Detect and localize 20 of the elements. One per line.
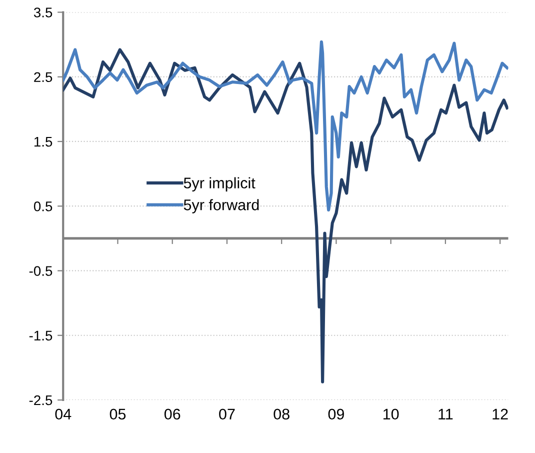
y-tick-label: 0.5 [34, 201, 52, 212]
x-tick-label: 07 [219, 408, 235, 420]
x-tick-label: 10 [383, 408, 399, 420]
y-tick-label: -0.5 [29, 266, 52, 276]
x-tick-label: 08 [274, 408, 290, 420]
x-tick-label: 06 [164, 408, 180, 420]
line-series [63, 48, 508, 384]
y-tick-label: 2.5 [34, 72, 52, 82]
line-series [63, 40, 508, 212]
x-tick-label: 04 [55, 408, 72, 420]
y-tick-label: 1.5 [34, 136, 52, 147]
legend-label: 5yr implicit [184, 177, 256, 192]
y-tick-label: -2.5 [29, 395, 52, 406]
x-tick-label: 11 [438, 408, 453, 420]
y-tick-label: -1.5 [29, 330, 52, 341]
y-tick-label: 3.5 [34, 8, 52, 18]
x-tick-label: 12 [492, 408, 508, 420]
x-tick-label: 09 [328, 408, 344, 420]
x-tick-label: 05 [110, 408, 126, 420]
legend-label: 5yr forward [184, 199, 259, 214]
